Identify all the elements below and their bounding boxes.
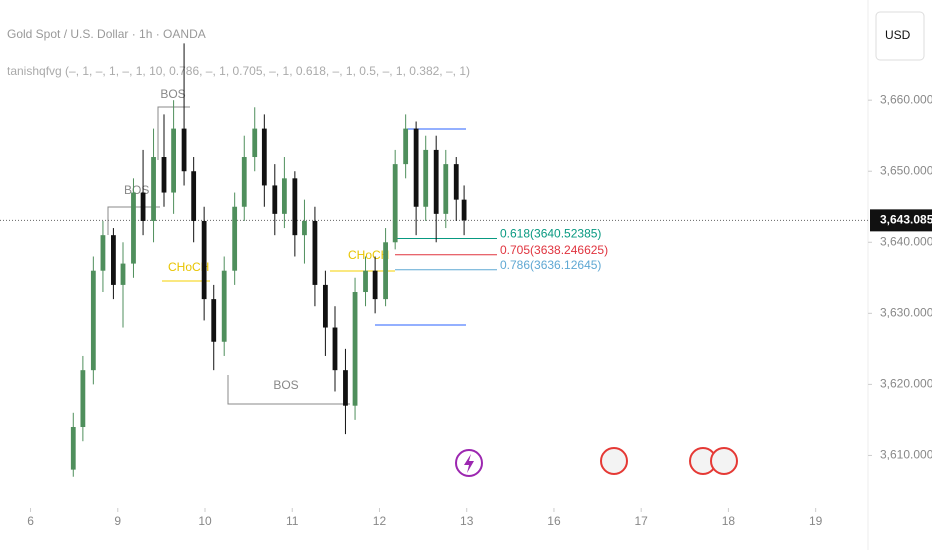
- x-tick-label: 11: [286, 514, 299, 528]
- candle-body: [433, 149, 439, 214]
- bos-label: BOS: [160, 87, 185, 101]
- candle-body: [403, 128, 409, 165]
- y-tick-label: 3,650.000: [880, 163, 932, 177]
- x-tick-label: 10: [198, 514, 212, 528]
- currency-label: USD: [885, 28, 911, 42]
- fib-label: 0.786(3636.12645): [500, 258, 601, 272]
- candle-body: [383, 242, 388, 300]
- event-icon[interactable]: [710, 447, 738, 475]
- x-tick-label: 6: [27, 514, 34, 528]
- candle-body: [151, 157, 156, 221]
- currency-button[interactable]: [875, 11, 925, 61]
- candle-body: [181, 128, 187, 172]
- event-glyph: [464, 454, 474, 473]
- choch-label: CHoCH: [168, 260, 209, 274]
- candle-body: [322, 284, 328, 328]
- chart-title: Gold Spot / U.S. Dollar · 1h · OANDA: [7, 27, 206, 41]
- last-price-label: 3,643.085: [880, 213, 932, 227]
- candle-body: [111, 235, 116, 285]
- y-tick-label: 3,610.000: [880, 448, 932, 462]
- candle-body: [453, 164, 459, 200]
- candle-body: [281, 178, 287, 214]
- candle-body: [352, 292, 358, 406]
- candle-body: [201, 220, 207, 300]
- candle-body: [232, 206, 238, 271]
- y-tick-label: 3,660.000: [880, 92, 932, 106]
- candle-body: [241, 157, 247, 207]
- y-tick-label: 3,630.000: [880, 305, 932, 319]
- candle-body: [131, 192, 136, 264]
- bos-label: BOS: [124, 183, 149, 197]
- bos-label: BOS: [273, 378, 298, 392]
- candle-body: [70, 427, 76, 470]
- x-tick-label: 13: [460, 514, 474, 528]
- fib-label: 0.705(3638.246625): [500, 243, 608, 257]
- candle-body: [443, 164, 449, 214]
- indicator-label: tanishqfvg (–, 1, –, 1, –, 1, 10, 0.786,…: [7, 64, 470, 78]
- candle-body: [423, 149, 429, 207]
- candle-body: [272, 185, 278, 214]
- x-tick-label: 19: [809, 514, 823, 528]
- x-tick-label: 16: [547, 514, 561, 528]
- candle-body: [221, 270, 227, 342]
- y-tick-label: 3,640.000: [880, 234, 932, 248]
- x-tick-label: 12: [373, 514, 387, 528]
- x-tick-label: 9: [114, 514, 121, 528]
- candle-body: [100, 235, 106, 271]
- candle-body: [80, 370, 86, 428]
- last-price-box: [870, 209, 932, 232]
- candle-body: [312, 220, 318, 285]
- y-tick-label: 3,620.000: [880, 377, 932, 391]
- candle-body: [392, 164, 398, 243]
- candle-body: [372, 270, 378, 300]
- bos-line: [157, 106, 190, 160]
- candle-body: [252, 128, 258, 158]
- candle-body: [413, 128, 419, 207]
- candle-body: [211, 299, 217, 342]
- event-icons: [455, 447, 738, 477]
- candle-body: [292, 178, 298, 236]
- candle-body: [461, 199, 467, 221]
- candle-body: [363, 270, 368, 293]
- event-icon[interactable]: [600, 447, 628, 475]
- candle-body: [261, 128, 267, 186]
- choch-label: CHoCH: [348, 248, 389, 262]
- bos-line: [227, 375, 350, 405]
- x-tick-label: 18: [722, 514, 736, 528]
- candle-body: [120, 263, 126, 285]
- x-tick-label: 17: [635, 514, 649, 528]
- candle-body: [191, 171, 197, 221]
- candle-body: [343, 370, 348, 406]
- candle-body: [302, 220, 307, 236]
- candle-body: [90, 270, 96, 371]
- candle-body: [332, 327, 338, 371]
- fib-label: 0.618(3640.52385): [500, 227, 601, 241]
- candle-body: [161, 157, 167, 193]
- candle-body: [171, 128, 176, 193]
- candle-body: [140, 192, 146, 221]
